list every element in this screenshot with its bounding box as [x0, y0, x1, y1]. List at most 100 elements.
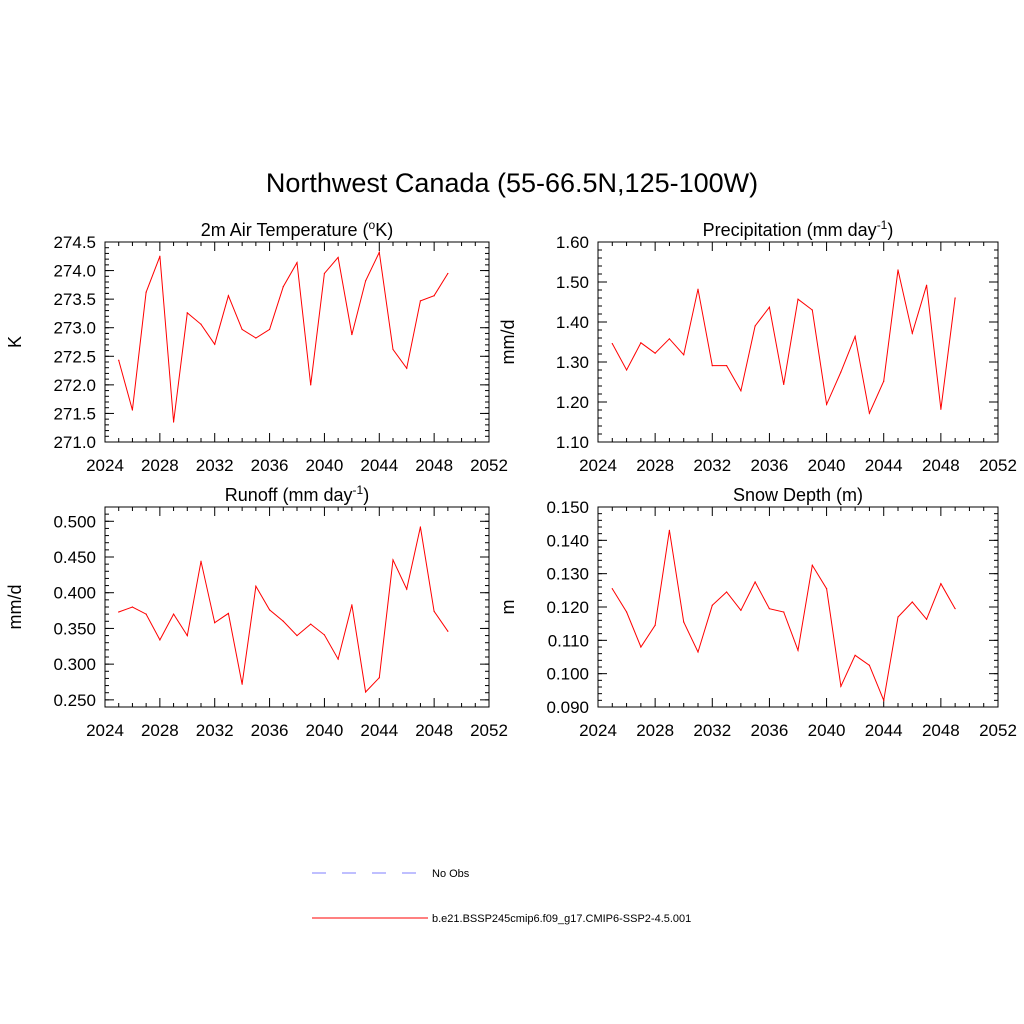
y-tick-label: 271.5 [53, 404, 96, 423]
data-point [797, 298, 799, 300]
x-tick-label: 2032 [196, 456, 234, 475]
data-point [145, 291, 147, 293]
data-point [268, 609, 271, 611]
x-tick-label: 2052 [979, 721, 1017, 740]
data-point [797, 649, 799, 651]
plot-frame [104, 241, 490, 443]
x-tick-label: 2036 [251, 456, 289, 475]
data-point [118, 359, 120, 361]
data-point [925, 284, 928, 286]
data-point [241, 683, 243, 685]
y-tick-label: 0.400 [53, 584, 96, 603]
data-point [940, 583, 942, 585]
data-point [392, 559, 394, 561]
data-point [323, 634, 326, 636]
data-point [159, 255, 161, 257]
data-point [811, 564, 813, 566]
data-point [740, 390, 742, 392]
data-point [392, 348, 394, 351]
data-point [825, 403, 828, 405]
data-point [711, 365, 713, 367]
data-point [668, 529, 671, 531]
data-point [811, 309, 813, 311]
data-point [419, 300, 422, 302]
x-tick-label: 2044 [865, 456, 903, 475]
x-tick-label: 2040 [808, 456, 846, 475]
x-tick-label: 2036 [251, 721, 289, 740]
y-tick-label: 0.090 [546, 698, 589, 717]
data-point [611, 588, 613, 590]
y-tick-label: 272.0 [53, 376, 96, 395]
data-point [697, 651, 699, 653]
data-point [337, 658, 339, 660]
data-point [200, 323, 202, 325]
x-tick-label: 2032 [693, 721, 731, 740]
x-tick-label: 2044 [360, 721, 398, 740]
data-point [214, 622, 216, 624]
data-point [351, 604, 353, 606]
y-tick-label: 1.30 [556, 353, 589, 372]
x-tick-label: 2048 [415, 456, 453, 475]
y-tick-label: 0.300 [53, 655, 96, 674]
data-point [668, 338, 671, 340]
panel-snow-depth: Snow Depth (m) m 2024 2028 2032 2036 2040 2044 2… [498, 485, 1017, 740]
y-tick-label: 1.60 [556, 233, 589, 252]
y-tick-label: 0.450 [53, 548, 96, 567]
data-point [351, 333, 353, 336]
y-tick-label: 0.120 [546, 598, 589, 617]
y-tick-label: 1.50 [556, 273, 589, 292]
x-tick-label: 2052 [979, 456, 1017, 475]
y-tick-label: 0.140 [546, 531, 589, 550]
panel-title: 2m Air Temperature (oK) [201, 218, 393, 240]
y-tick-label: 0.130 [546, 565, 589, 584]
y-tick-label: 1.40 [556, 313, 589, 332]
y-axis-label: mm/d [498, 320, 518, 365]
y-tick-label: 0.150 [546, 498, 589, 517]
y-tick-label: 1.20 [556, 393, 589, 412]
y-tick-label: 0.500 [53, 512, 96, 531]
x-tick-label: 2048 [415, 721, 453, 740]
x-tick-label: 2040 [306, 456, 344, 475]
y-axis-label: mm/d [5, 585, 25, 630]
y-tick-label: 273.0 [53, 319, 96, 338]
data-point [447, 272, 449, 275]
data-point [145, 613, 147, 615]
y-tick-label: 1.10 [556, 433, 589, 452]
data-point [214, 343, 216, 345]
x-tick-label: 2048 [922, 721, 960, 740]
series-line [118, 526, 449, 694]
y-tick-label: 0.100 [546, 665, 589, 684]
y-tick-label: 274.0 [53, 262, 96, 281]
data-point [840, 685, 842, 687]
data-point [131, 606, 134, 608]
data-point [954, 297, 956, 299]
data-point [433, 610, 435, 612]
data-point [200, 560, 202, 562]
data-point [378, 677, 380, 679]
data-point [683, 621, 685, 623]
x-tick-label: 2032 [693, 456, 731, 475]
data-point [654, 624, 656, 626]
data-point [883, 699, 885, 701]
data-point [683, 354, 685, 356]
data-point [740, 609, 742, 611]
data-point [954, 608, 956, 610]
data-point [697, 288, 699, 290]
y-tick-label: 0.350 [53, 619, 96, 638]
panel-precipitation: Precipitation (mm day-1) mm/d 2024 2028 2032… [498, 218, 1017, 475]
data-point [310, 384, 312, 386]
data-point [711, 604, 713, 606]
data-point [754, 325, 756, 327]
series-line [118, 250, 449, 423]
data-point [186, 312, 188, 314]
x-tick-label: 2028 [141, 456, 179, 475]
panel-temperature: 2m Air Temperature (oK) K 2024 2028 2032 2036… [5, 218, 508, 475]
x-tick-label: 2036 [751, 456, 789, 475]
x-tick-label: 2024 [579, 721, 617, 740]
data-point [897, 616, 899, 618]
data-point [640, 646, 642, 648]
data-point [364, 280, 367, 282]
data-point [282, 620, 284, 622]
data-point [323, 272, 326, 275]
